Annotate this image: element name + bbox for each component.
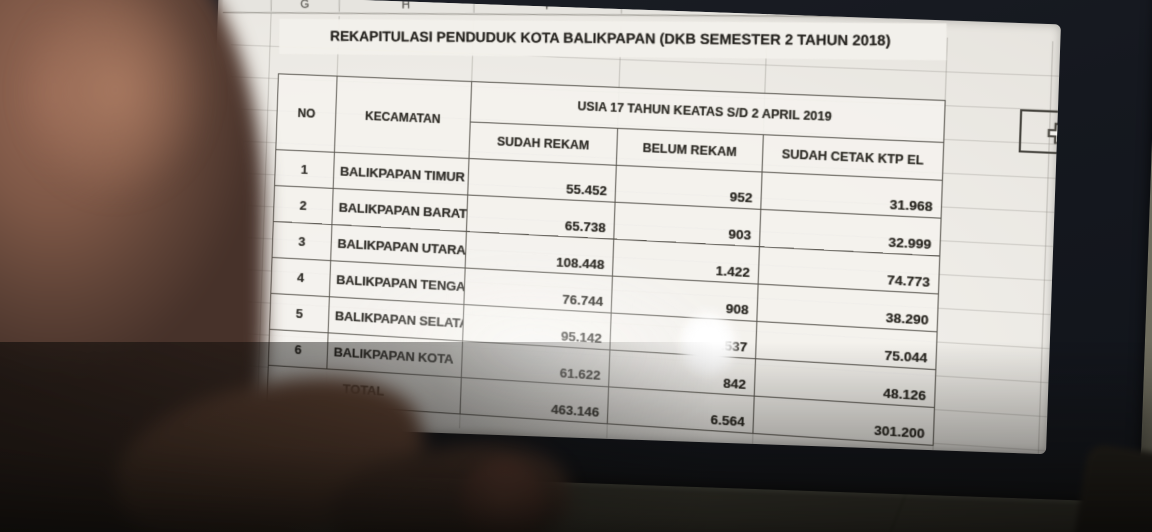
cell-no[interactable]: 2 (273, 185, 334, 225)
band-tick (947, 2, 949, 16)
band-tick (270, 0, 272, 12)
band-tick (620, 0, 622, 14)
band-tick (766, 1, 768, 15)
column-letter-H[interactable]: H (401, 0, 411, 12)
selected-cell-outline[interactable] (1018, 109, 1061, 155)
hand-highlight (20, 0, 210, 200)
band-tick (473, 0, 475, 13)
column-letter-L[interactable]: L (996, 0, 1004, 15)
band-tick (338, 0, 340, 12)
excel-cell-cursor-icon (1044, 119, 1061, 147)
gridline-vertical (1037, 41, 1054, 455)
column-header-band: G H I J K L (222, 0, 1061, 19)
sheet-title: REKAPITULASI PENDUDUK KOTA BALIKPAPAN (D… (279, 18, 947, 61)
column-letter-K[interactable]: K (851, 0, 861, 15)
band-tick (1052, 2, 1054, 17)
header-no[interactable]: NO (275, 73, 338, 153)
column-letter-J[interactable]: J (689, 0, 697, 13)
cell-no[interactable]: 3 (272, 221, 332, 261)
column-letter-I[interactable]: I (545, 0, 549, 13)
column-letter-G[interactable]: G (300, 0, 310, 11)
header-kecamatan[interactable]: KECAMATAN (334, 76, 472, 159)
cell-no[interactable]: 1 (274, 149, 335, 189)
